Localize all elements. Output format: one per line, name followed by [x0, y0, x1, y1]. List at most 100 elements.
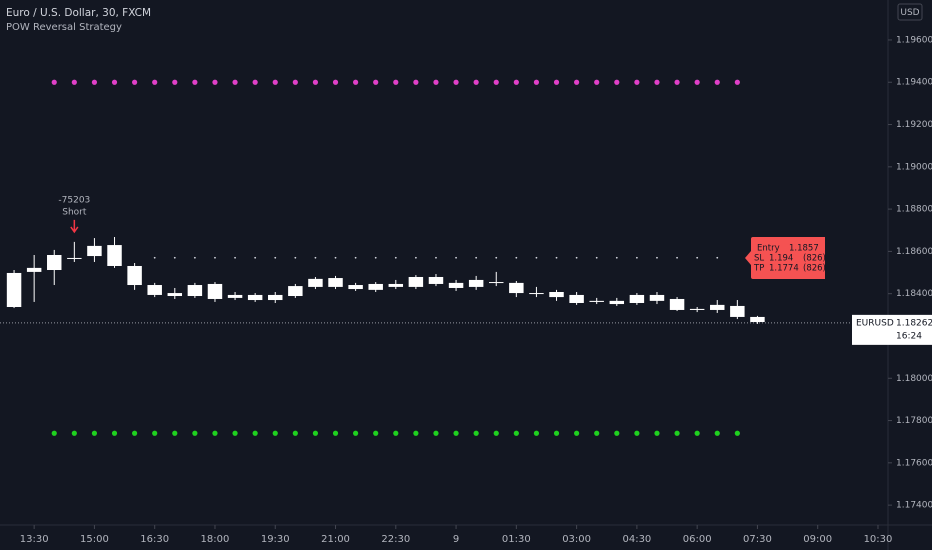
y-tick-label: 1.19200 [896, 120, 932, 130]
level-dot [232, 430, 238, 436]
x-tick-label: 22:30 [381, 534, 410, 545]
signal-text: Short [62, 207, 87, 217]
level-dot [111, 430, 118, 436]
level-dot [453, 430, 459, 436]
level-dot [414, 256, 417, 259]
level-dot [433, 79, 439, 85]
level-dot [455, 256, 457, 259]
candle-body [388, 283, 404, 287]
candle-body [489, 282, 504, 284]
level-dot [332, 430, 339, 436]
level-dot [495, 256, 498, 259]
order-label-text: SL [754, 254, 764, 264]
order-label-text: Entry [757, 244, 780, 254]
level-dot [634, 430, 640, 436]
last-price-value: 1.18262 [896, 318, 932, 328]
candle-body [448, 282, 464, 288]
level-dot [555, 256, 558, 259]
level-dot [373, 79, 379, 85]
candle-body [87, 245, 102, 257]
y-tick-label: 1.17800 [896, 416, 932, 426]
candle-body [288, 286, 303, 297]
level-dot [172, 79, 178, 85]
y-tick-label: 1.18400 [896, 289, 932, 299]
level-dot [574, 430, 580, 436]
y-tick-label: 1.18600 [896, 247, 932, 257]
level-dot [595, 256, 598, 259]
level-dot [453, 79, 459, 85]
last-price-tag [852, 314, 932, 345]
level-dot [254, 256, 257, 259]
level-dot [515, 256, 518, 259]
candle-body [428, 276, 444, 284]
x-tick-label: 19:30 [261, 534, 290, 545]
candle-body [529, 293, 544, 295]
indicator-name: POW Reversal Strategy [6, 22, 122, 33]
level-dot [714, 430, 720, 436]
x-tick-label: 9 [453, 534, 459, 545]
currency-label: USD [900, 8, 919, 18]
level-dot [312, 430, 319, 436]
level-dot [413, 430, 419, 436]
level-dot [694, 79, 700, 85]
candle-body [26, 267, 42, 272]
y-tick-label: 1.18000 [896, 374, 932, 384]
level-dot [312, 79, 319, 85]
level-dot [274, 256, 277, 259]
level-dot [173, 256, 176, 259]
candle-body [549, 291, 564, 298]
countdown: 16:24 [896, 331, 922, 341]
level-dot [513, 430, 519, 436]
level-dot [334, 256, 337, 259]
level-dot [493, 430, 499, 436]
x-tick-label: 03:00 [562, 534, 591, 545]
level-dot [553, 79, 560, 85]
y-tick-label: 1.19400 [896, 78, 932, 88]
currency-button[interactable] [897, 3, 923, 21]
level-dot [676, 256, 678, 259]
level-dot [634, 79, 640, 85]
level-dot [214, 256, 216, 259]
level-dot [394, 256, 397, 259]
level-dot [292, 79, 298, 85]
candle-body [6, 272, 22, 308]
level-dot [234, 256, 236, 259]
level-dot [91, 430, 98, 436]
level-dot [373, 430, 379, 436]
candle-body [47, 254, 62, 271]
candle-body [147, 285, 162, 295]
level-dot [212, 430, 218, 436]
y-tick-label: 1.19600 [896, 35, 932, 45]
order-label-text: 1.1857 [789, 244, 819, 254]
level-dot [132, 430, 138, 436]
level-dot [493, 79, 499, 85]
level-dot [575, 256, 578, 259]
level-dot [272, 79, 278, 85]
order-label-text: 1.1774 [769, 264, 799, 274]
x-tick-label: 09:00 [803, 534, 832, 545]
level-dot [574, 79, 580, 85]
level-dot [152, 430, 158, 436]
candle-body [408, 276, 424, 287]
level-dot [314, 256, 317, 259]
level-dot [614, 79, 620, 85]
level-dot [393, 430, 399, 436]
y-tick-label: 1.19000 [896, 162, 932, 172]
order-label-text: TP [753, 264, 764, 274]
candle-body [328, 278, 343, 287]
level-dot [374, 256, 377, 259]
level-dot [192, 430, 198, 436]
level-dot [654, 79, 660, 85]
level-dot [172, 430, 178, 436]
candle-body [348, 285, 363, 290]
level-dot [535, 256, 538, 259]
candle-body [67, 257, 82, 259]
level-dot [413, 79, 419, 85]
level-dot [654, 430, 660, 436]
candle-body [187, 285, 203, 297]
candle-body [509, 282, 524, 294]
level-dot [615, 256, 618, 259]
x-tick-label: 16:30 [140, 534, 169, 545]
order-label-text: (826) [803, 254, 826, 264]
